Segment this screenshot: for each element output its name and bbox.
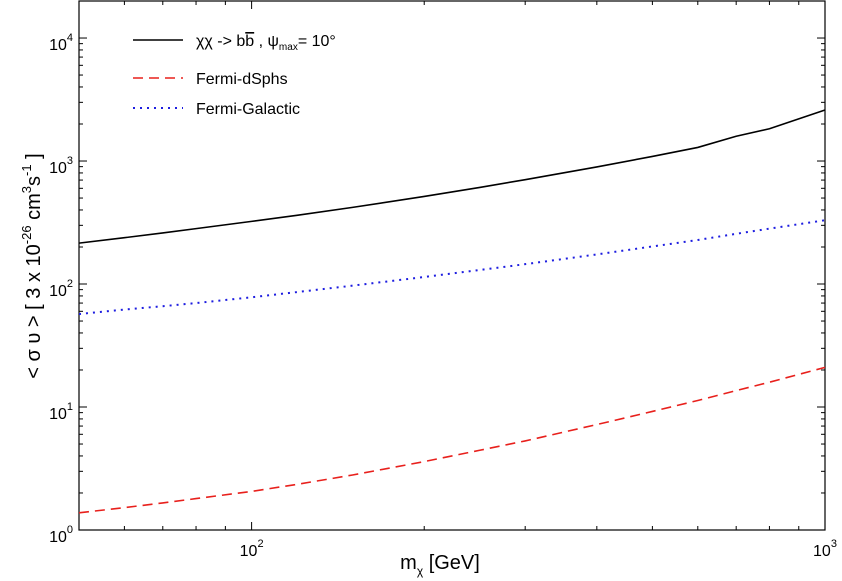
- x-axis-label: mχ [GeV]: [400, 552, 480, 578]
- series-line-2: [78, 219, 826, 316]
- legend: χχ -> bb , ψmax= 10° Fermi-dSphs Fermi-Gal…: [133, 33, 336, 118]
- legend-label-1: Fermi-dSphs: [196, 71, 288, 88]
- axis-ticks: 100 101 102 103 104 102 103: [49, 0, 837, 560]
- x-axis-label-sub: χ: [417, 564, 424, 578]
- y-tick-label: 103: [49, 155, 73, 177]
- legend-label-2: Fermi-Galactic: [196, 101, 300, 118]
- x-tick-label: 102: [240, 538, 264, 560]
- series-line-1: [78, 366, 826, 514]
- y-axis-label: < σ υ > [ 3 x 10-26 cm3s-1 ]: [19, 153, 45, 378]
- y-tick-label: 101: [49, 401, 73, 423]
- x-tick-label: 103: [813, 538, 837, 560]
- y-tick-label: 100: [49, 524, 73, 546]
- series-group: [78, 109, 826, 514]
- y-tick-label: 102: [49, 278, 73, 300]
- legend-label-0: χχ -> bb , ψmax= 10°: [196, 33, 336, 53]
- y-tick-label: 104: [49, 32, 73, 54]
- plot-frame: [78, 0, 826, 531]
- series-line-0: [78, 109, 826, 244]
